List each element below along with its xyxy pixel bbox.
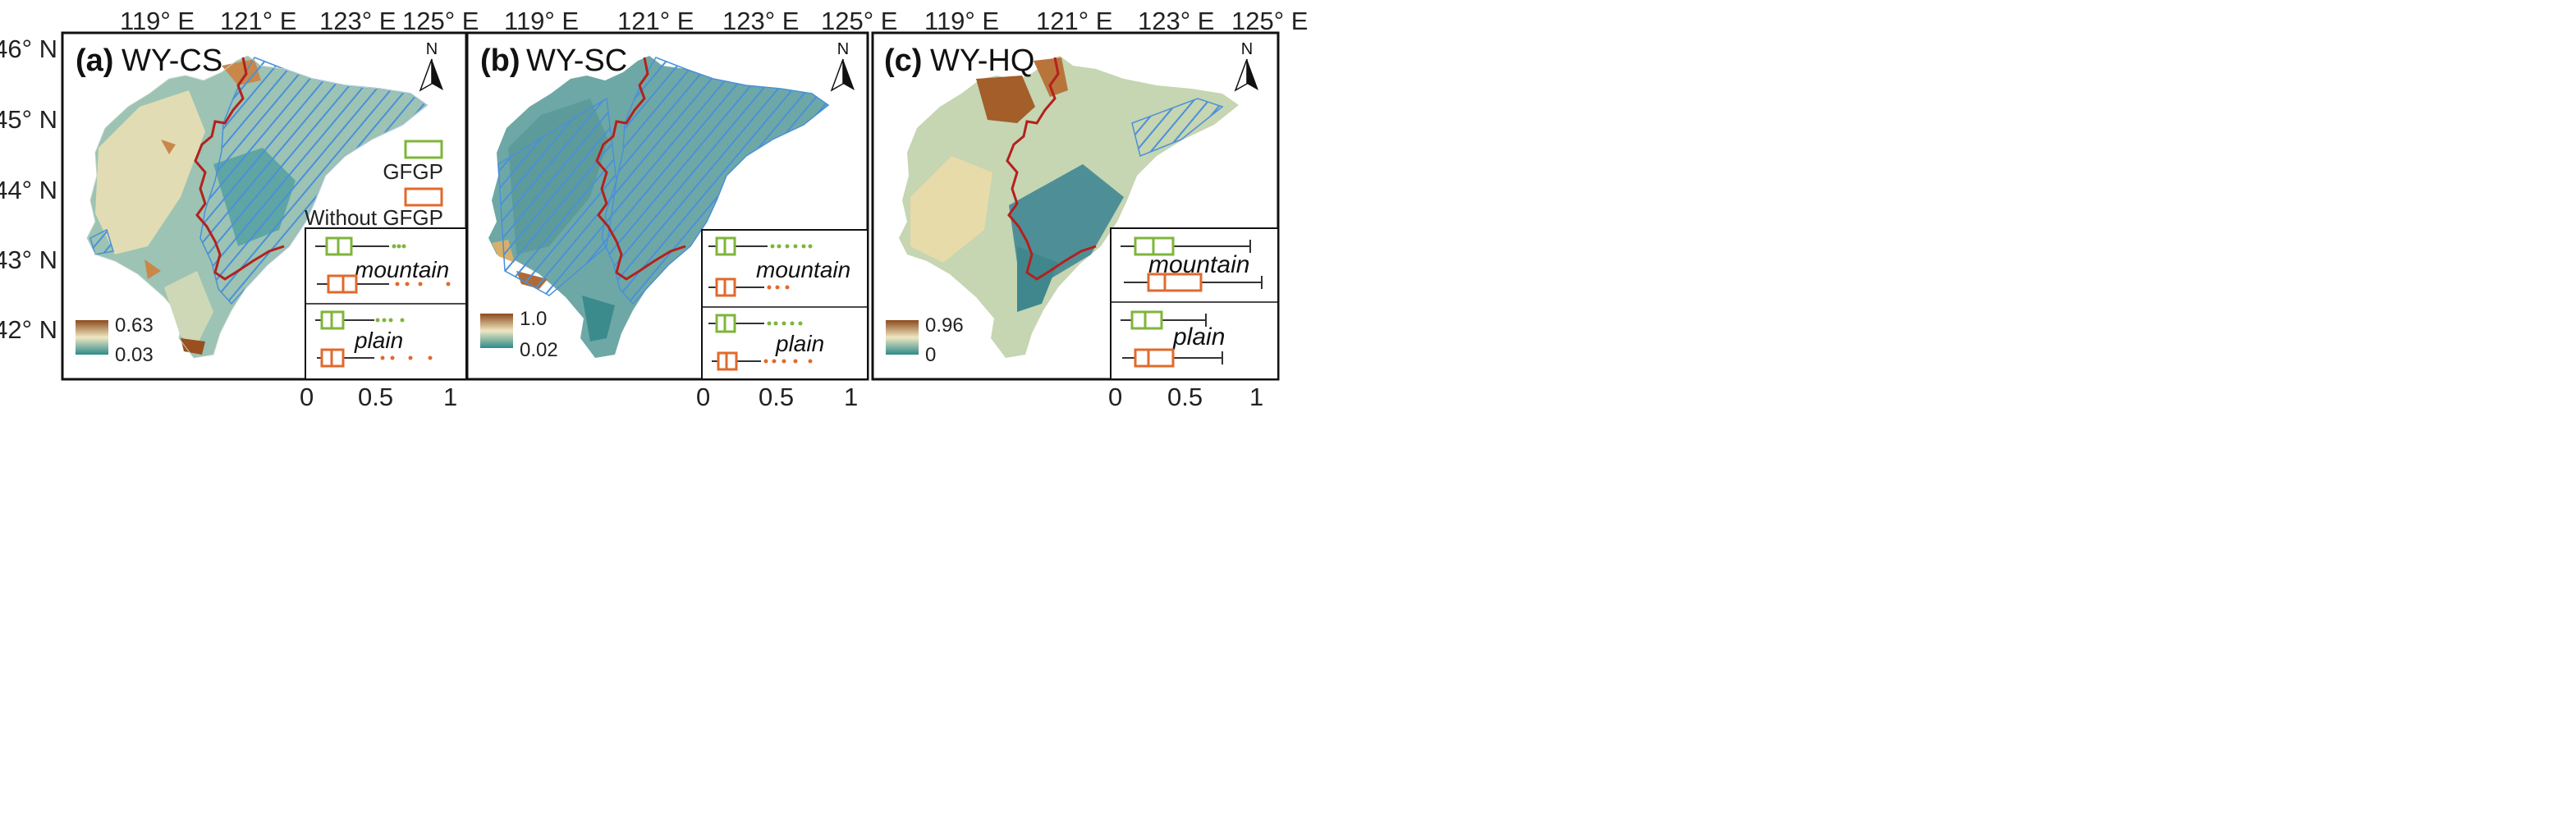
- x-tick-label: 0: [696, 383, 711, 411]
- lat-label: 46° N: [0, 34, 57, 63]
- lon-label: 121° E: [617, 7, 694, 35]
- north-arrow-icon: N: [830, 40, 855, 92]
- x-tick-label: 1: [1249, 383, 1264, 411]
- panel-title: WY-HQ: [930, 44, 1034, 78]
- color-ramp: [886, 320, 919, 355]
- lon-label: 125° E: [821, 7, 898, 35]
- panel-c: (c) WY-HQ N 0.96 0 mountain plain: [871, 31, 1280, 381]
- ramp-max-label: 0.63: [115, 314, 154, 337]
- boxplot-inset: mountain plain: [1110, 227, 1279, 380]
- panel-title: WY-CS: [121, 44, 222, 78]
- x-tick-label: 0.5: [759, 383, 795, 411]
- x-tick-label: 0.5: [358, 383, 394, 411]
- x-tick-label: 0: [300, 383, 314, 411]
- panel-tag: (b): [480, 44, 520, 78]
- lat-label: 43° N: [0, 245, 57, 274]
- lon-label: 123° E: [722, 7, 800, 35]
- group-label-plain: plain: [775, 331, 824, 356]
- panel-tag: (a): [76, 44, 113, 78]
- legend-gfgp-swatch: [404, 140, 443, 159]
- legend-without-label: Without GFGP: [305, 205, 443, 230]
- group-label-plain: plain: [1172, 323, 1225, 351]
- boxplot-inset: mountain plain: [305, 227, 467, 380]
- ramp-min-label: 0: [925, 344, 936, 366]
- lon-label: 123° E: [319, 7, 396, 35]
- lon-label: 119° E: [924, 7, 1000, 35]
- north-label: N: [426, 40, 438, 58]
- ramp-min-label: 0.03: [115, 344, 154, 366]
- lon-label: 125° E: [1231, 7, 1309, 35]
- north-arrow-icon: N: [419, 40, 443, 92]
- panel-a: (a) WY-CS N GFGP Without GFGP 0.63 0.03 …: [61, 31, 468, 381]
- ramp-max-label: 1.0: [520, 308, 547, 330]
- x-tick-label: 1: [443, 383, 458, 411]
- x-tick-label: 0: [1108, 383, 1123, 411]
- group-label-mountain: mountain: [756, 257, 850, 282]
- panel-title: WY-SC: [526, 44, 627, 78]
- lat-label: 45° N: [0, 105, 57, 134]
- ramp-min-label: 0.02: [520, 339, 558, 361]
- lon-label: 119° E: [504, 7, 580, 35]
- group-label-plain: plain: [354, 328, 403, 353]
- lon-label: 123° E: [1138, 7, 1215, 35]
- ramp-max-label: 0.96: [925, 314, 964, 337]
- north-label: N: [1241, 40, 1253, 58]
- lon-label: 121° E: [1036, 7, 1113, 35]
- lon-label: 125° E: [402, 7, 479, 35]
- panel-b: (b) WY-SC N 1.0 0.02 mountain plain: [465, 31, 869, 381]
- x-tick-label: 1: [844, 383, 859, 411]
- lat-label: 44° N: [0, 176, 57, 204]
- x-tick-label: 0.5: [1167, 383, 1203, 411]
- legend-without-swatch: [404, 187, 443, 207]
- color-ramp: [480, 314, 513, 348]
- panel-tag: (c): [884, 44, 922, 78]
- north-arrow-icon: N: [1234, 40, 1258, 92]
- lon-label: 121° E: [220, 7, 297, 35]
- boxplot-inset: mountain plain: [701, 229, 869, 380]
- color-ramp: [76, 320, 108, 355]
- north-label: N: [837, 40, 849, 58]
- lon-label: 119° E: [120, 7, 195, 35]
- legend-gfgp-label: GFGP: [383, 159, 443, 184]
- group-label-mountain: mountain: [355, 257, 449, 282]
- lat-label: 42° N: [0, 315, 57, 344]
